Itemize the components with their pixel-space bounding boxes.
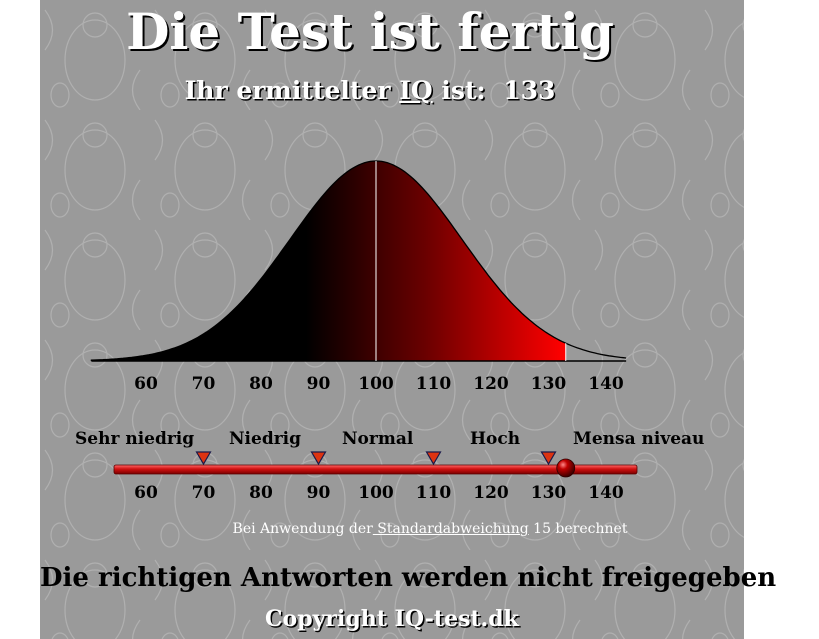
iq-link[interactable]: IQ: [399, 76, 433, 105]
iq-score-marker: [556, 458, 576, 478]
range-axis-tick-80: 80: [249, 483, 273, 503]
range-axis-tick-100: 100: [358, 483, 394, 503]
category-mensa: Mensa niveau: [573, 429, 705, 449]
iq-range-bar: [113, 464, 638, 475]
curve-axis-tick-110: 110: [416, 374, 452, 394]
range-axis-tick-120: 120: [473, 483, 509, 503]
iq-result-heading: Ihr ermittelter IQ ist: 133: [40, 76, 700, 106]
page-title: Die Test ist fertig: [126, 2, 614, 61]
category-very-low: Sehr niedrig: [75, 429, 195, 449]
range-axis-tick-140: 140: [588, 483, 624, 503]
copyright-text: Copyright IQ-test.dk: [265, 606, 519, 632]
bell-curve-outline: [90, 160, 627, 362]
bell-curve-fill: [91, 161, 566, 361]
category-high: Hoch: [470, 429, 521, 449]
answers-notice: Die richtigen Antworten werden nicht fre…: [40, 563, 777, 593]
range-axis-tick-60: 60: [134, 483, 158, 503]
standard-deviation-link[interactable]: Standardabweichung: [372, 521, 529, 537]
boundary-marker-70: [195, 451, 212, 466]
curve-axis-tick-60: 60: [134, 374, 158, 394]
curve-axis-tick-90: 90: [307, 374, 331, 394]
curve-axis-tick-100: 100: [358, 374, 394, 394]
category-low: Niedrig: [229, 429, 302, 449]
curve-axis-tick-140: 140: [588, 374, 624, 394]
note-prefix: Bei Anwendung der: [232, 521, 373, 537]
curve-axis-tick-130: 130: [531, 374, 567, 394]
subtitle-suffix: ist:: [432, 76, 486, 105]
boundary-marker-90: [310, 451, 327, 466]
curve-axis-tick-70: 70: [192, 374, 216, 394]
subtitle-prefix: Ihr ermittelter: [184, 76, 400, 105]
range-axis-tick-70: 70: [192, 483, 216, 503]
curve-axis-tick-120: 120: [473, 374, 509, 394]
curve-axis-tick-80: 80: [249, 374, 273, 394]
range-axis-tick-110: 110: [416, 483, 452, 503]
note-suffix: 15 berechnet: [528, 521, 628, 537]
iq-value: 133: [503, 76, 556, 105]
boundary-marker-110: [425, 451, 442, 466]
category-normal: Normal: [342, 429, 414, 449]
boundary-marker-130: [540, 451, 557, 466]
range-axis-tick-90: 90: [307, 483, 331, 503]
calculation-note: Bei Anwendung der Standardabweichung 15 …: [40, 521, 819, 537]
range-axis-tick-130: 130: [531, 483, 567, 503]
